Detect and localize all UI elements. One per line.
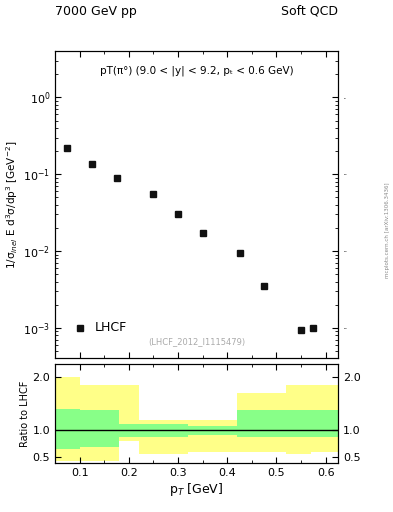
Bar	[286, 410, 311, 437]
Bar	[139, 419, 163, 454]
Bar	[213, 426, 237, 435]
Text: (LHCF_2012_I1115479): (LHCF_2012_I1115479)	[148, 337, 245, 346]
Bar	[188, 419, 213, 452]
Y-axis label: Ratio to LHCF: Ratio to LHCF	[20, 380, 29, 446]
Bar	[237, 393, 262, 452]
Bar	[311, 410, 338, 437]
Text: Soft QCD: Soft QCD	[281, 5, 338, 18]
Bar	[139, 424, 163, 437]
Bar	[80, 410, 119, 447]
Bar	[55, 377, 80, 461]
Bar	[262, 393, 286, 452]
Bar	[262, 410, 286, 437]
Bar	[286, 385, 311, 454]
Bar	[163, 419, 188, 454]
Bar	[119, 424, 139, 437]
Bar	[188, 426, 213, 435]
Bar	[80, 385, 119, 461]
Bar	[311, 385, 338, 452]
Bar	[163, 424, 188, 437]
Bar	[55, 409, 80, 449]
Text: mcplots.cern.ch [arXiv:1306.3436]: mcplots.cern.ch [arXiv:1306.3436]	[385, 183, 389, 278]
Bar	[119, 385, 139, 441]
Bar	[213, 419, 237, 452]
Text: pT(π°) (9.0 < |y| < 9.2, pₜ < 0.6 GeV): pT(π°) (9.0 < |y| < 9.2, pₜ < 0.6 GeV)	[100, 65, 293, 76]
Bar	[237, 410, 262, 437]
Text: 7000 GeV pp: 7000 GeV pp	[55, 5, 137, 18]
X-axis label: p$_T$ [GeV]: p$_T$ [GeV]	[169, 481, 224, 498]
Y-axis label: 1/σ$_{inel}$ E d$^3$σ/dp$^3$ [GeV$^{-2}$]: 1/σ$_{inel}$ E d$^3$σ/dp$^3$ [GeV$^{-2}$…	[5, 141, 20, 269]
Text: LHCF: LHCF	[94, 322, 127, 334]
